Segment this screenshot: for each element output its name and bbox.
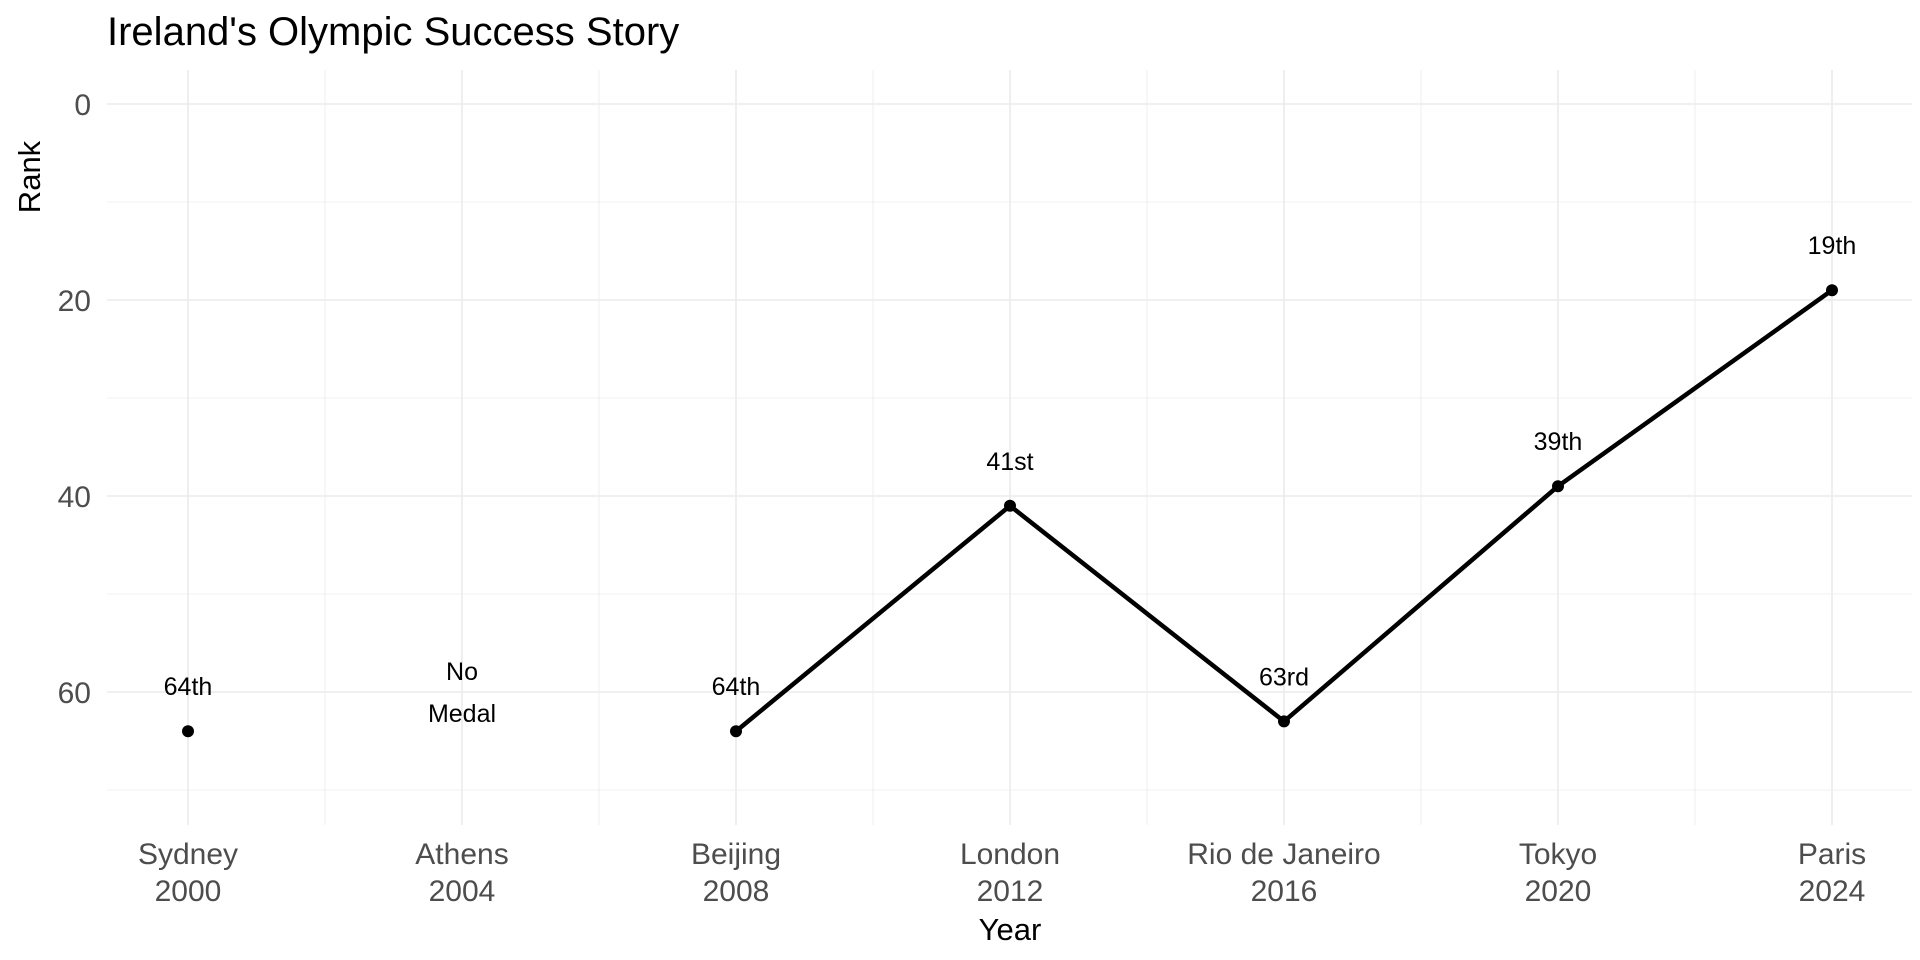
grid xyxy=(107,70,1912,825)
x-tick-label: Athens 2004 xyxy=(415,838,508,908)
x-tick-label: Rio de Janeiro 2016 xyxy=(1187,838,1380,908)
data-point xyxy=(1278,715,1290,728)
data-point xyxy=(182,725,194,738)
point-label: 41st xyxy=(986,448,1033,476)
y-tick-label: 0 xyxy=(74,89,91,122)
chart-title: Ireland's Olympic Success Story xyxy=(107,10,679,54)
y-axis-title: Rank xyxy=(12,140,47,213)
point-label: 64th xyxy=(712,673,761,701)
x-axis-ticks: Sydney 2000 Athens 2004 Beijing 2008 London 201… xyxy=(138,838,1866,908)
x-tick-label: Tokyo 2020 xyxy=(1519,838,1597,908)
series-layer xyxy=(182,284,1838,738)
x-tick-label: Paris 2024 xyxy=(1798,838,1866,908)
point-label: 39th xyxy=(1534,428,1583,456)
x-tick-label: London 2012 xyxy=(960,838,1060,908)
point-label: 19th xyxy=(1808,232,1857,260)
x-tick-label: Beijing 2008 xyxy=(691,838,781,908)
point-labels: 64th No Medal 64th 41st 63rd 39th 19th xyxy=(164,232,1857,728)
x-tick-label: Sydney 2000 xyxy=(138,838,238,908)
x-axis-title: Year xyxy=(979,912,1042,947)
data-point xyxy=(1004,499,1016,512)
point-label: 63rd xyxy=(1259,663,1309,691)
y-tick-label: 60 xyxy=(58,677,91,710)
point-label: 64th xyxy=(164,673,213,701)
y-axis-ticks: 0 20 40 60 xyxy=(58,89,91,710)
point-label: No Medal xyxy=(428,658,496,728)
data-point xyxy=(730,725,742,738)
y-tick-label: 40 xyxy=(58,481,91,514)
data-point xyxy=(1552,480,1564,493)
y-tick-label: 20 xyxy=(58,285,91,318)
data-point xyxy=(1826,284,1838,297)
